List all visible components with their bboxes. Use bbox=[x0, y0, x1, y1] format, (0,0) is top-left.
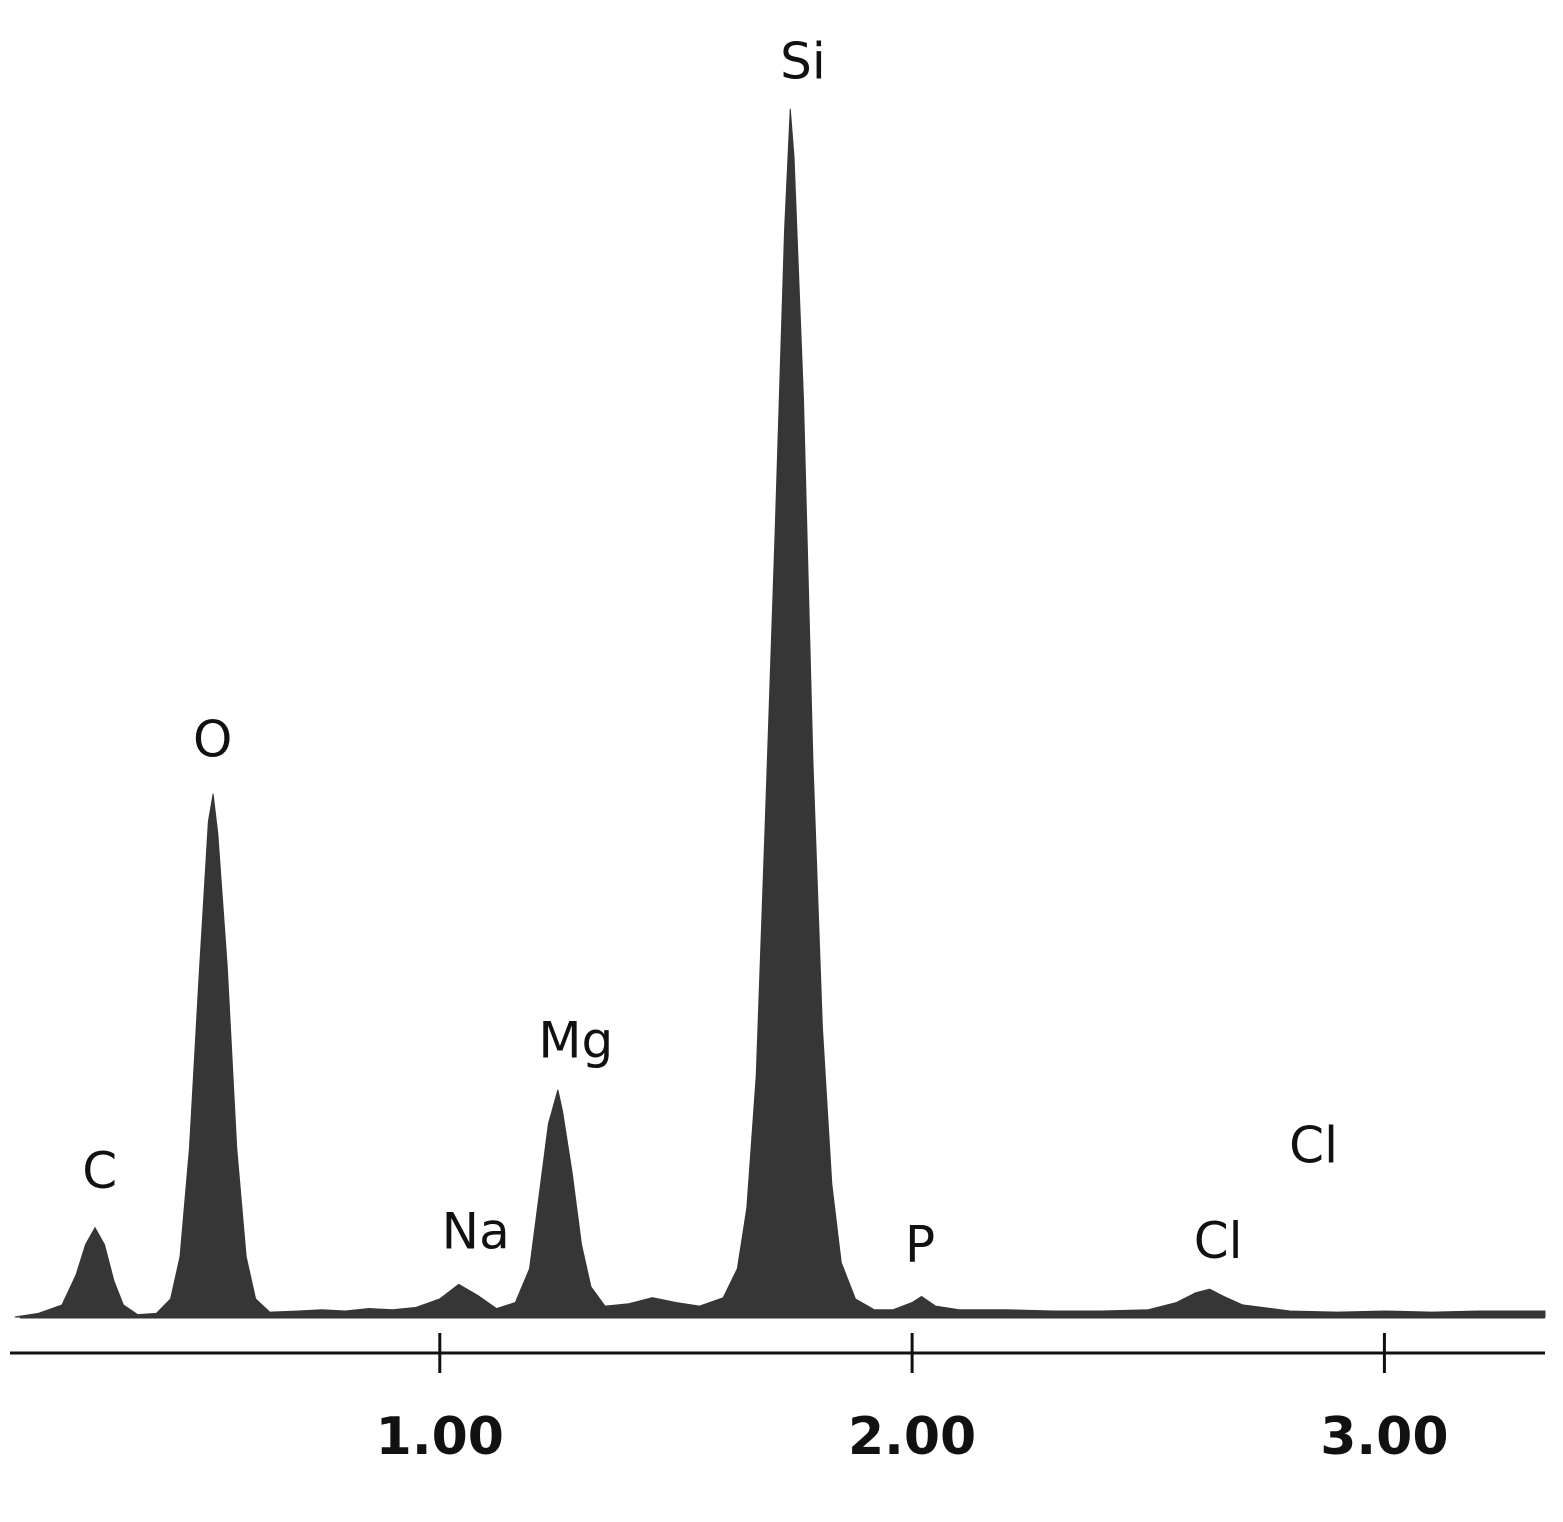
peak-label: Mg bbox=[538, 1011, 613, 1069]
spectrum bbox=[14, 108, 1546, 1318]
peak-label: Cl bbox=[1194, 1212, 1243, 1270]
peak-label: Si bbox=[780, 33, 826, 91]
x-tick-label: 3.00 bbox=[1320, 1407, 1448, 1467]
x-tick-label: 2.00 bbox=[848, 1407, 976, 1467]
x-tick-label: 1.00 bbox=[376, 1407, 504, 1467]
peak-label: P bbox=[905, 1216, 935, 1274]
peak-label: Cl bbox=[1289, 1117, 1338, 1175]
peak-label: O bbox=[193, 711, 232, 769]
peak-label: Na bbox=[442, 1202, 510, 1260]
peak-label: C bbox=[82, 1142, 117, 1200]
